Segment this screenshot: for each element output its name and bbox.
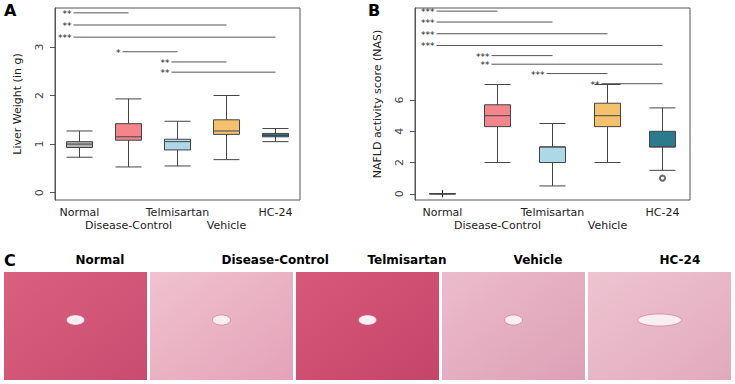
svg-text:0: 0 bbox=[393, 190, 406, 197]
svg-text:Disease-Control: Disease-Control bbox=[454, 219, 541, 232]
svg-text:*: * bbox=[116, 48, 121, 58]
svg-text:Normal: Normal bbox=[75, 253, 124, 267]
svg-text:Normal: Normal bbox=[423, 206, 463, 219]
svg-text:***: *** bbox=[58, 33, 72, 43]
svg-text:A: A bbox=[4, 1, 17, 20]
svg-text:***: *** bbox=[531, 70, 545, 80]
svg-text:3: 3 bbox=[33, 43, 46, 50]
svg-text:4: 4 bbox=[393, 128, 406, 135]
svg-text:Vehicle: Vehicle bbox=[513, 253, 562, 267]
svg-text:**: ** bbox=[481, 60, 491, 70]
svg-text:6: 6 bbox=[393, 97, 406, 104]
svg-text:B: B bbox=[368, 1, 380, 20]
svg-text:Liver Weight (in g): Liver Weight (in g) bbox=[11, 53, 24, 154]
svg-text:HC-24: HC-24 bbox=[646, 206, 680, 219]
svg-text:HC-24: HC-24 bbox=[659, 253, 700, 267]
svg-text:0: 0 bbox=[33, 189, 46, 196]
svg-text:**: ** bbox=[63, 9, 73, 19]
svg-text:Disease-Control: Disease-Control bbox=[221, 253, 328, 267]
svg-text:Vehicle: Vehicle bbox=[588, 219, 628, 232]
svg-text:***: *** bbox=[421, 18, 435, 28]
svg-text:HC-24: HC-24 bbox=[259, 206, 293, 219]
svg-text:**: ** bbox=[63, 21, 73, 31]
svg-text:Telmisartan: Telmisartan bbox=[145, 206, 209, 219]
svg-text:***: *** bbox=[421, 7, 435, 17]
svg-text:Telmisartan: Telmisartan bbox=[367, 253, 446, 267]
svg-text:**: ** bbox=[161, 68, 171, 78]
svg-text:Vehicle: Vehicle bbox=[207, 219, 247, 232]
svg-text:2: 2 bbox=[393, 159, 406, 166]
svg-text:2: 2 bbox=[33, 92, 46, 99]
svg-text:***: *** bbox=[421, 30, 435, 40]
svg-text:***: *** bbox=[421, 41, 435, 51]
svg-text:Telmisartan: Telmisartan bbox=[520, 206, 584, 219]
svg-text:Normal: Normal bbox=[60, 206, 100, 219]
svg-text:C: C bbox=[4, 251, 16, 270]
svg-text:1: 1 bbox=[33, 141, 46, 148]
svg-text:**: ** bbox=[161, 58, 171, 68]
svg-text:NAFLD activity score (NAS): NAFLD activity score (NAS) bbox=[371, 30, 384, 179]
svg-text:Disease-Control: Disease-Control bbox=[85, 219, 172, 232]
